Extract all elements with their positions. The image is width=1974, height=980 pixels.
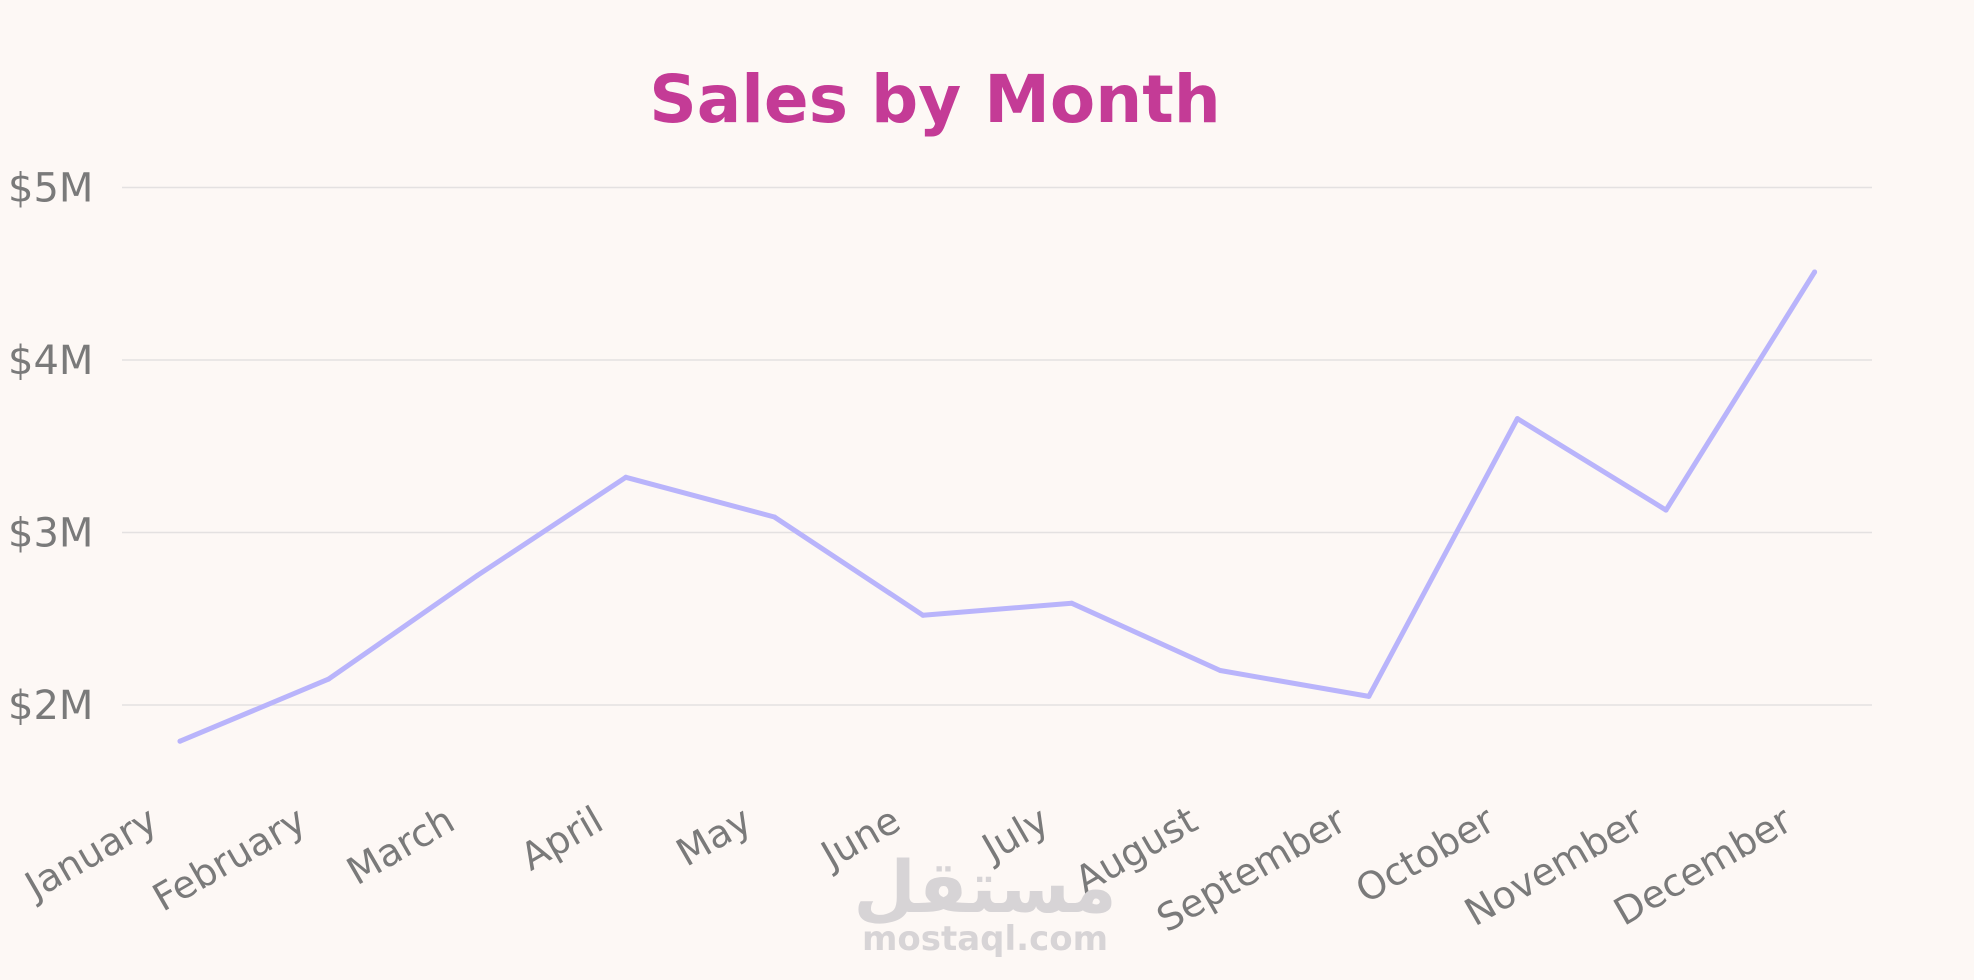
data-point [1514,416,1520,422]
watermark-logo: مستقل [853,845,1116,929]
watermark: مستقل mostaql.com [853,845,1116,959]
data-point [1812,269,1818,275]
y-tick-label: $2M [8,683,93,729]
watermark-url: mostaql.com [862,919,1108,959]
data-point [920,612,926,618]
data-point [326,676,332,682]
x-tick-label: January [16,798,164,909]
data-point [474,573,480,579]
y-axis-labels: $2M $3M $4M $5M [8,166,93,730]
x-tick-label: February [145,798,313,920]
series-line-0 [177,269,1818,744]
y-tick-label: $4M [8,338,93,384]
data-point [1217,668,1223,673]
y-tick-label: $5M [8,166,93,212]
y-tick-label: $3M [8,511,93,557]
x-tick-label: May [669,798,759,875]
x-tick-label: April [513,798,610,880]
data-point [1366,693,1372,699]
data-point [623,474,629,480]
data-point [1069,600,1075,606]
gridlines [122,186,1872,706]
chart-title: Sales by Month [649,61,1221,138]
data-point [771,514,777,520]
data-point [1663,507,1669,513]
x-tick-label: March [339,798,461,894]
data-point [177,738,183,744]
series-layer [177,269,1818,744]
